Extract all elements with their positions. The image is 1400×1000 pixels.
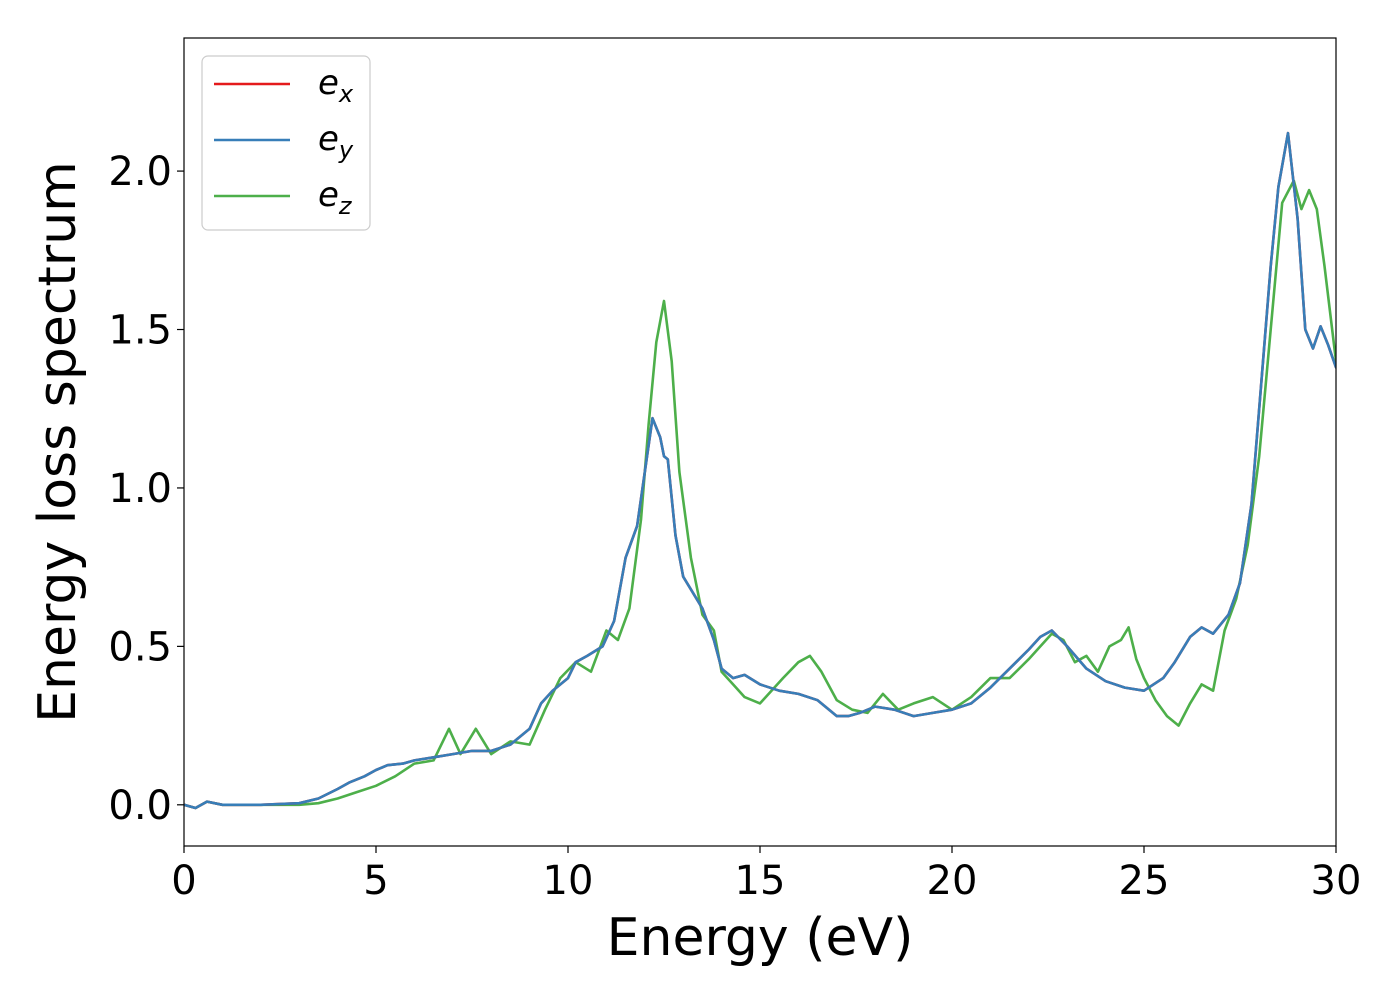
y-axis: 0.0 0.5 1.0 1.5 2.0: [108, 149, 184, 829]
legend-label-e-y: ey: [318, 119, 354, 164]
x-axis: 0 5 10 15 20 25 30: [171, 846, 1361, 904]
y-tick-label-0: 0.0: [108, 783, 172, 829]
x-tick-label-2: 10: [543, 858, 594, 904]
legend-label-e-z: ez: [318, 175, 353, 220]
y-tick-label-1: 0.5: [108, 624, 172, 670]
legend-label-e-x: ex: [318, 63, 354, 108]
x-tick-label-0: 0: [171, 858, 196, 904]
series-layer: [184, 131, 1336, 810]
x-tick-label-6: 30: [1311, 858, 1362, 904]
series-line-e-y: [184, 131, 1336, 810]
x-tick-label-4: 20: [927, 858, 978, 904]
y-tick-label-3: 1.5: [108, 308, 172, 354]
x-tick-label-1: 5: [363, 858, 388, 904]
y-tick-label-4: 2.0: [108, 149, 172, 195]
legend: ex ey ez: [201, 55, 371, 231]
x-tick-label-3: 15: [735, 858, 786, 904]
x-axis-label: Energy (eV): [607, 908, 914, 968]
y-axis-label: Energy loss spectrum: [28, 161, 88, 723]
plot-background: [184, 38, 1336, 846]
legend-box: [201, 55, 371, 231]
y-tick-label-2: 1.0: [108, 466, 172, 512]
x-tick-label-5: 25: [1119, 858, 1170, 904]
